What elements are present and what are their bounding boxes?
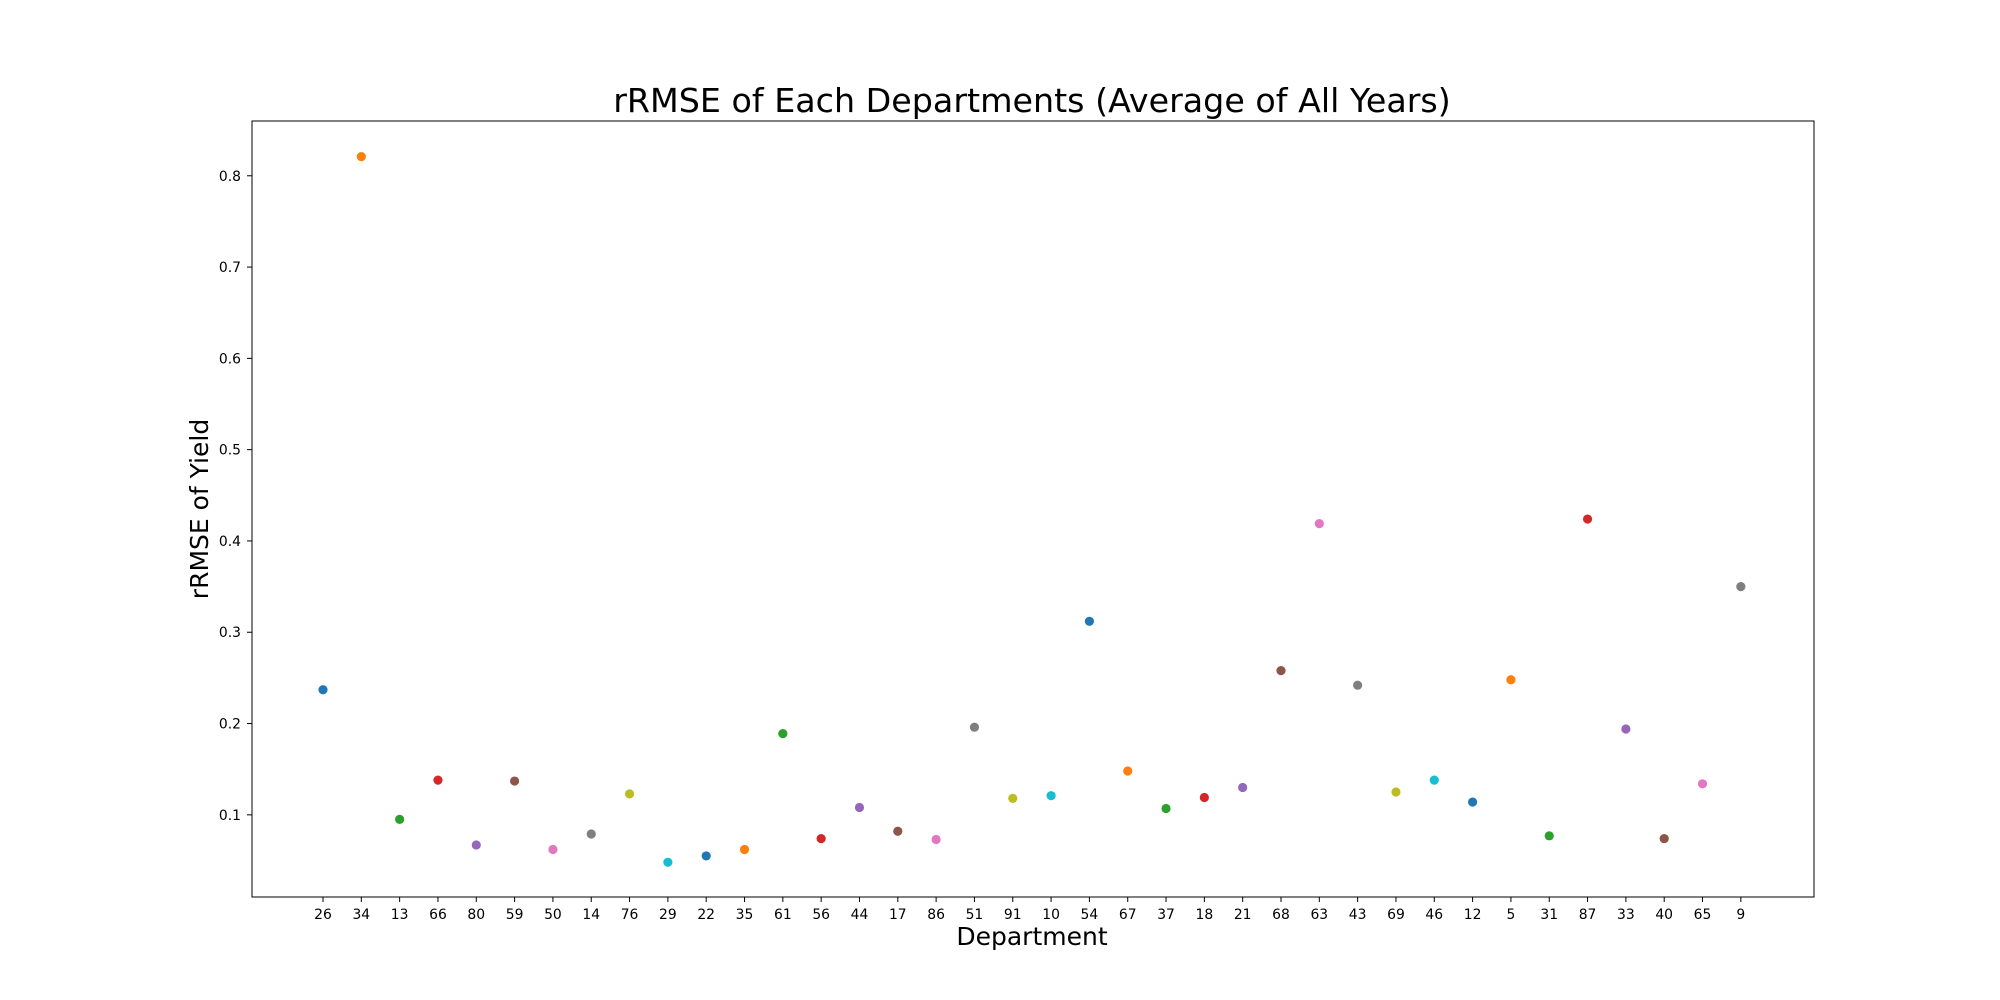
data-point	[1084, 616, 1094, 626]
data-point	[1697, 779, 1708, 789]
x-tick-label: 44	[851, 907, 869, 923]
data-point	[433, 775, 443, 785]
data-point	[816, 833, 826, 844]
x-tick-label: 87	[1579, 907, 1597, 923]
data-point	[586, 829, 596, 839]
data-point	[1582, 514, 1593, 524]
x-tick-label: 21	[1234, 907, 1252, 923]
x-tick-label: 91	[1004, 907, 1022, 923]
x-tick-label: 22	[697, 907, 715, 923]
x-tick-label: 56	[812, 907, 830, 923]
y-tick-label: 0.8	[219, 169, 241, 185]
y-tick-label: 0.7	[219, 260, 241, 276]
x-tick-label: 9	[1736, 907, 1745, 923]
data-point	[1199, 792, 1209, 803]
data-point	[624, 789, 635, 799]
data-point	[1391, 787, 1401, 797]
x-tick-label: 26	[314, 907, 332, 923]
y-tick-label: 0.4	[219, 534, 241, 550]
data-point	[1161, 803, 1171, 814]
x-tick-label: 5	[1506, 907, 1515, 923]
y-axis: 0.1 0.2 0.3 0.4 0.5 0.6 0.7 0.8	[219, 169, 252, 824]
data-point	[739, 844, 750, 855]
x-tick-label: 34	[352, 907, 370, 923]
y-tick-label: 0.1	[219, 808, 241, 824]
y-tick-label: 0.6	[219, 351, 241, 367]
data-point	[509, 776, 520, 786]
x-tick-label: 10	[1042, 907, 1060, 923]
data-points	[318, 152, 1746, 867]
x-tick-label: 51	[966, 907, 984, 923]
data-point	[854, 802, 865, 813]
x-tick-label: 31	[1540, 907, 1558, 923]
x-axis-label: Department	[956, 922, 1107, 951]
x-tick-label: 35	[736, 907, 754, 923]
x-tick-label: 17	[889, 907, 907, 923]
x-tick-label: 66	[429, 907, 447, 923]
x-tick-label: 37	[1157, 907, 1175, 923]
data-point	[1659, 833, 1669, 844]
data-point	[1468, 797, 1478, 807]
x-axis: 26 34 13 66 80 59 50 14 76 29 22 35 61 56 44 17 86 51 91 10…	[314, 897, 1745, 923]
plot-area	[251, 120, 1815, 898]
data-point	[548, 844, 558, 855]
data-point	[893, 826, 903, 836]
data-point	[1238, 782, 1248, 793]
data-point	[1008, 793, 1018, 804]
chart-title: rRMSE of Each Departments (Average of Al…	[613, 81, 1451, 120]
x-tick-label: 76	[621, 907, 639, 923]
x-tick-label: 13	[391, 907, 409, 923]
x-tick-label: 14	[582, 907, 600, 923]
data-point	[1621, 724, 1631, 734]
x-tick-label: 12	[1464, 907, 1482, 923]
x-tick-label: 54	[1081, 907, 1099, 923]
data-point	[931, 834, 941, 845]
data-point	[1123, 766, 1133, 776]
data-point	[1506, 675, 1516, 685]
x-tick-label: 46	[1425, 907, 1443, 923]
data-point	[663, 857, 673, 867]
x-tick-label: 29	[659, 907, 677, 923]
data-point	[1429, 775, 1439, 785]
x-tick-label: 33	[1617, 907, 1635, 923]
y-tick-label: 0.5	[219, 443, 241, 459]
x-tick-label: 68	[1272, 907, 1290, 923]
x-tick-label: 86	[927, 907, 945, 923]
y-axis-label: rRMSE of Yield	[185, 419, 214, 599]
data-point	[969, 722, 980, 732]
y-tick-label: 0.2	[219, 717, 241, 733]
x-tick-label: 80	[467, 907, 485, 923]
data-point	[1353, 680, 1363, 690]
y-tick-label: 0.3	[219, 625, 241, 641]
x-tick-label: 50	[544, 907, 562, 923]
x-tick-label: 40	[1655, 907, 1673, 923]
x-tick-label: 59	[506, 907, 524, 923]
x-tick-label: 18	[1196, 907, 1214, 923]
x-tick-label: 43	[1349, 907, 1367, 923]
data-point	[395, 814, 405, 825]
data-point	[1314, 519, 1324, 529]
x-tick-label: 69	[1387, 907, 1405, 923]
data-point	[1544, 831, 1554, 841]
x-tick-label: 65	[1694, 907, 1712, 923]
data-point	[318, 685, 328, 695]
x-tick-label: 61	[774, 907, 792, 923]
data-point	[356, 152, 366, 162]
data-point	[1276, 665, 1286, 676]
x-tick-label: 67	[1119, 907, 1137, 923]
data-point	[1736, 582, 1746, 592]
x-tick-label: 63	[1310, 907, 1328, 923]
data-point	[1046, 791, 1056, 801]
data-point	[701, 851, 711, 861]
data-point	[471, 840, 481, 850]
data-point	[778, 728, 788, 739]
